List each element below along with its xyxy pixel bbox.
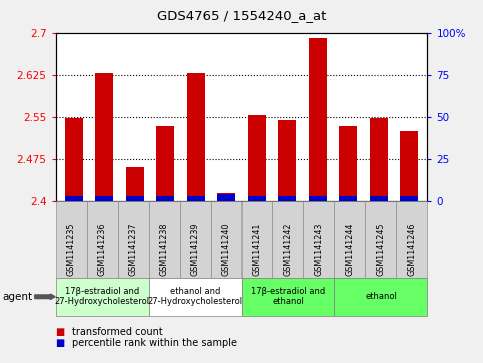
Text: 17β-estradiol and
ethanol: 17β-estradiol and ethanol	[251, 287, 325, 306]
Text: GDS4765 / 1554240_a_at: GDS4765 / 1554240_a_at	[157, 9, 326, 22]
Bar	[309, 38, 327, 201]
Text: GSM1141246: GSM1141246	[408, 223, 416, 276]
Bar	[126, 196, 144, 201]
Text: GSM1141243: GSM1141243	[314, 223, 324, 276]
Text: GSM1141241: GSM1141241	[253, 223, 261, 276]
Bar	[65, 118, 83, 201]
Text: GSM1141236: GSM1141236	[98, 223, 107, 276]
Bar	[248, 115, 266, 201]
Text: GSM1141237: GSM1141237	[128, 223, 138, 276]
Text: transformed count: transformed count	[72, 327, 163, 337]
Bar	[400, 131, 418, 201]
Text: agent: agent	[2, 292, 32, 302]
Bar	[339, 196, 357, 201]
Bar	[65, 196, 83, 201]
Text: GSM1141245: GSM1141245	[376, 223, 385, 276]
Bar	[156, 196, 174, 201]
Bar	[278, 196, 297, 201]
Bar	[186, 196, 205, 201]
Bar	[369, 118, 388, 201]
Bar	[156, 126, 174, 201]
Text: GSM1141238: GSM1141238	[159, 223, 169, 276]
Bar	[278, 120, 297, 201]
Text: GSM1141242: GSM1141242	[284, 223, 293, 276]
Text: ■: ■	[56, 327, 65, 337]
Text: GSM1141235: GSM1141235	[67, 223, 75, 276]
Bar	[186, 73, 205, 201]
Text: 17β-estradiol and
27-Hydroxycholesterol: 17β-estradiol and 27-Hydroxycholesterol	[55, 287, 150, 306]
Bar	[339, 126, 357, 201]
Bar	[400, 196, 418, 201]
Text: ■: ■	[56, 338, 65, 348]
Text: GSM1141244: GSM1141244	[345, 223, 355, 276]
Text: ethanol: ethanol	[365, 292, 397, 301]
Text: ethanol and
27-Hydroxycholesterol: ethanol and 27-Hydroxycholesterol	[147, 287, 242, 306]
Text: GSM1141239: GSM1141239	[190, 223, 199, 276]
Bar	[248, 196, 266, 201]
Bar	[217, 194, 235, 201]
Bar	[217, 193, 235, 201]
Bar	[95, 73, 114, 201]
Text: GSM1141240: GSM1141240	[222, 223, 230, 276]
Bar	[126, 167, 144, 201]
Bar	[369, 196, 388, 201]
Text: percentile rank within the sample: percentile rank within the sample	[72, 338, 238, 348]
Bar	[309, 196, 327, 201]
Bar	[95, 196, 114, 201]
